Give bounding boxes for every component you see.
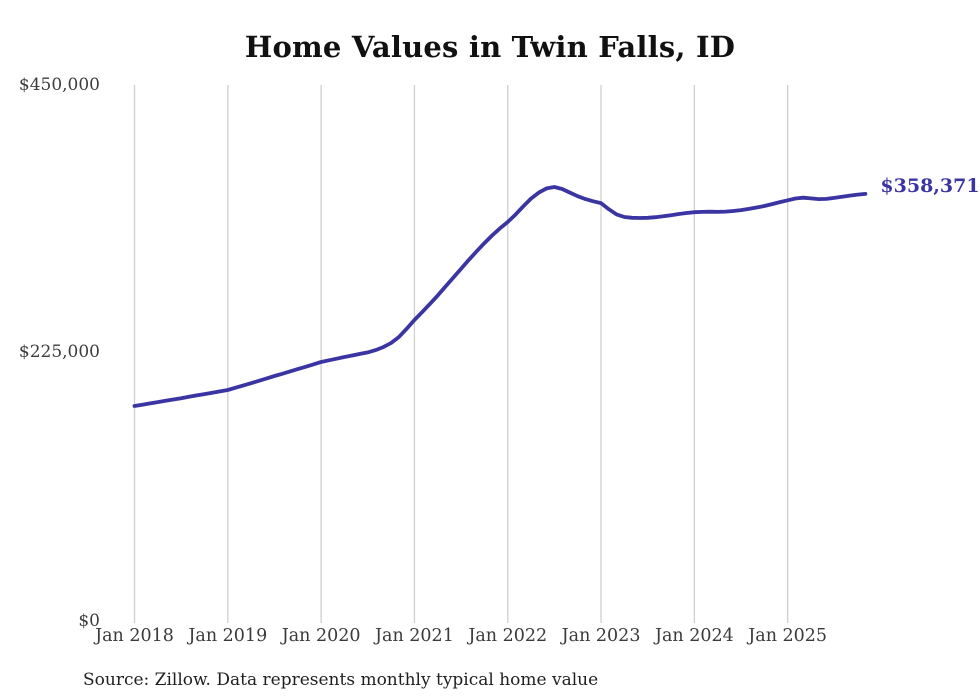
y-tick-label-0: $0 — [78, 611, 100, 631]
x-tick-label-jan-2025: Jan 2025 — [748, 626, 828, 646]
chart-title: Home Values in Twin Falls, ID — [244, 30, 736, 64]
latest-value-annotation: $358,371 — [880, 174, 980, 197]
x-tick-label-jan-2019: Jan 2019 — [188, 626, 268, 646]
x-tick-label-jan-2024: Jan 2024 — [654, 626, 734, 646]
x-tick-label-jan-2022: Jan 2022 — [468, 626, 548, 646]
y-tick-label-450000: $450,000 — [18, 75, 100, 95]
home-value-series-line — [132, 185, 868, 408]
source-note: Source: Zillow. Data represents monthly … — [83, 670, 599, 690]
x-tick-label-jan-2023: Jan 2023 — [561, 626, 641, 646]
x-tick-label-jan-2020: Jan 2020 — [281, 626, 361, 646]
x-tick-label-jan-2018: Jan 2018 — [95, 626, 174, 646]
x-tick-label-jan-2021: Jan 2021 — [375, 626, 454, 646]
y-tick-label-225000: $225,000 — [18, 342, 100, 362]
